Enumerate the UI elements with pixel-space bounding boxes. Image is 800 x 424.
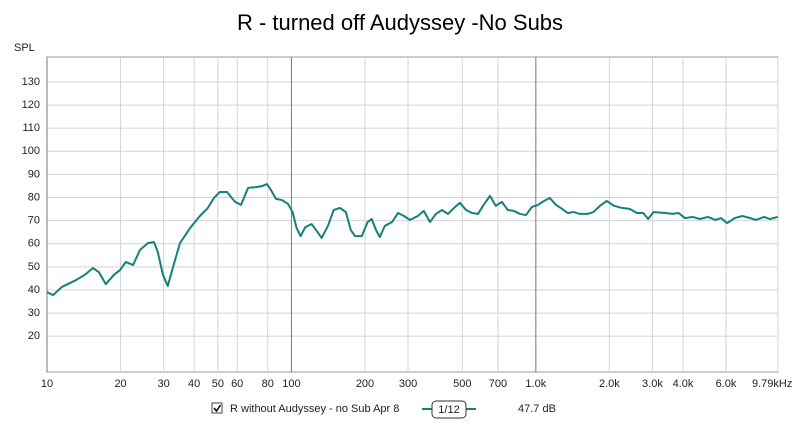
x-tick-label: 40: [188, 378, 200, 390]
y-tick-label: 30: [28, 307, 40, 319]
x-tick-label: 500: [453, 378, 471, 390]
y-tick-label: 130: [22, 76, 40, 88]
x-tick-label: 200: [356, 378, 374, 390]
y-tick-label: 40: [28, 284, 40, 296]
x-tick-label: 6.0k: [716, 378, 737, 390]
smoothing-label: 1/12: [438, 404, 459, 416]
x-tick-label: 2.0k: [599, 378, 620, 390]
x-tick-label: 9.79kHz: [752, 378, 792, 390]
x-tick-label: 3.0k: [642, 378, 663, 390]
plot-area: [46, 56, 779, 373]
y-tick-label: 80: [28, 191, 40, 203]
legend-checkbox[interactable]: [211, 402, 223, 414]
chart-title: R - turned off Audyssey -No Subs: [237, 10, 563, 35]
y-tick-label: 50: [28, 261, 40, 273]
x-tick-label: 30: [157, 378, 169, 390]
x-tick-label: 80: [262, 378, 274, 390]
x-tick-label: 50: [212, 378, 224, 390]
x-tick-label: 10: [41, 378, 53, 390]
y-tick-label: 20: [28, 330, 40, 342]
smoothing-box: [431, 400, 467, 419]
legend: R without Audyssey - no Sub Apr 8 1/12 47.…: [211, 400, 556, 419]
x-tick-label: 700: [489, 378, 507, 390]
y-tick-label: 120: [22, 99, 40, 111]
y-tick-label: 70: [28, 215, 40, 227]
x-tick-label: 1.0k: [525, 378, 546, 390]
x-tick-label: 4.0k: [673, 378, 694, 390]
offset-label: 47.7 dB: [518, 403, 556, 415]
x-tick-label: 20: [114, 378, 126, 390]
y-tick-label: 110: [22, 122, 40, 134]
x-tick-label: 300: [399, 378, 417, 390]
y-tick-label: 100: [22, 145, 40, 157]
series-line: [46, 183, 779, 297]
x-tick-label: 60: [231, 378, 243, 390]
y-axis-label: SPL: [14, 42, 35, 54]
x-tick-label: 100: [282, 378, 300, 390]
y-tick-label: 60: [28, 238, 40, 250]
y-tick-label: 90: [28, 168, 40, 180]
check-mark: [213, 404, 222, 413]
legend-label: R without Audyssey - no Sub Apr 8: [230, 403, 399, 415]
